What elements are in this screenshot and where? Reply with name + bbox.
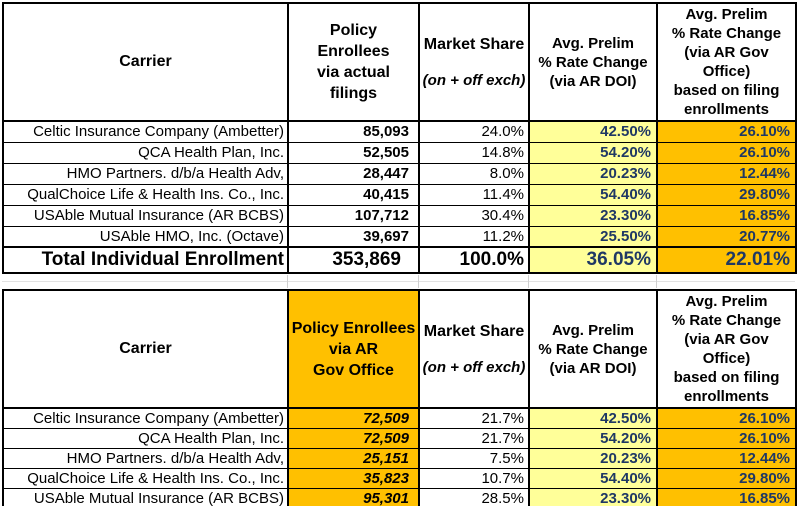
doi-rate-cell: 20.23% [528,162,658,185]
enrollees-cell: 35,823 [287,468,420,489]
carrier-name-cell: USAble HMO, Inc. (Octave) [2,225,289,248]
carrier-name-cell: HMO Partners. d/b/a Health Adv, [2,162,289,185]
total-share-cell: 100.0% [418,246,530,274]
total-gov-rate-cell: 22.01% [656,246,797,274]
carrier-name-cell: USAble Mutual Insurance (AR BCBS) [2,488,289,506]
market-share-cell: 14.8% [418,141,530,164]
market-share-subnote: (on + off exch) [422,71,526,89]
table-row: HMO Partners. d/b/a Health Adv, 25,151 7.5… [2,448,797,469]
carrier-table-gov-office: Carrier Policy Enrollees via AR Gov Offi… [2,289,797,506]
carrier-name-cell: QCA Health Plan, Inc. [2,428,289,449]
table-row: QCA Health Plan, Inc. 52,505 14.8% 54.20% 26… [2,141,797,164]
header-policy-enrollees: Policy Enrollees via AR Gov Office [287,289,420,409]
header-rate-change-gov-office: Avg. Prelim % Rate Change (via AR Gov Of… [656,289,797,409]
market-share-cell: 30.4% [418,204,530,227]
market-share-cell: 8.0% [418,162,530,185]
gov-rate-cell: 26.10% [656,120,797,143]
gov-rate-cell: 26.10% [656,407,797,429]
gov-rate-cell: 12.44% [656,162,797,185]
table-body: Celtic Insurance Company (Ambetter) 72,50… [2,407,797,506]
market-share-cell: 21.7% [418,428,530,449]
carrier-name-cell: QualChoice Life & Health Ins. Co., Inc. [2,183,289,206]
table-row: QCA Health Plan, Inc. 72,509 21.7% 54.20% 26… [2,428,797,449]
table-header-row: Carrier Policy Enrollees via actual fili… [2,2,797,122]
gov-rate-cell: 12.44% [656,448,797,469]
carrier-name-cell: HMO Partners. d/b/a Health Adv, [2,448,289,469]
enrollees-cell: 39,697 [287,225,420,248]
doi-rate-cell: 23.30% [528,204,658,227]
total-doi-rate-cell: 36.05% [528,246,658,274]
market-share-subnote: (on + off exch) [422,358,526,376]
carrier-name-cell: USAble Mutual Insurance (AR BCBS) [2,204,289,227]
header-policy-enrollees: Policy Enrollees via actual filings [287,2,420,122]
market-share-cell: 10.7% [418,468,530,489]
doi-rate-cell: 20.23% [528,448,658,469]
doi-rate-cell: 42.50% [528,120,658,143]
total-enrollees-cell: 353,869 [287,246,420,274]
header-rate-change-doi: Avg. Prelim % Rate Change (via AR DOI) [528,289,658,409]
doi-rate-cell: 54.20% [528,428,658,449]
market-share-cell: 7.5% [418,448,530,469]
doi-rate-cell: 54.20% [528,141,658,164]
header-market-share: Market Share (on + off exch) [418,289,530,409]
gridline [528,275,529,288]
gridline [656,275,657,288]
gov-rate-cell: 29.80% [656,183,797,206]
market-share-cell: 11.4% [418,183,530,206]
total-row: Total Individual Enrollment 353,869 100.… [2,246,797,274]
enrollees-cell: 107,712 [287,204,420,227]
doi-rate-cell: 25.50% [528,225,658,248]
enrollees-cell: 28,447 [287,162,420,185]
table-body: Celtic Insurance Company (Ambetter) 85,09… [2,120,797,248]
carrier-name-cell: QCA Health Plan, Inc. [2,141,289,164]
enrollees-cell: 85,093 [287,120,420,143]
market-share-label: Market Share [423,35,525,53]
header-rate-change-doi: Avg. Prelim % Rate Change (via AR DOI) [528,2,658,122]
gov-rate-cell: 16.85% [656,204,797,227]
table-header-row: Carrier Policy Enrollees via AR Gov Offi… [2,289,797,409]
carrier-table-actual-filings: Carrier Policy Enrollees via actual fili… [2,2,797,274]
market-share-cell: 28.5% [418,488,530,506]
header-market-share: Market Share (on + off exch) [418,2,530,122]
enrollees-cell: 25,151 [287,448,420,469]
gov-rate-cell: 26.10% [656,428,797,449]
gridline [287,275,288,288]
gov-rate-cell: 20.77% [656,225,797,248]
gov-rate-cell: 29.80% [656,468,797,489]
table-row: USAble HMO, Inc. (Octave) 39,697 11.2% 25.5… [2,225,797,248]
gridline [2,281,795,282]
enrollees-cell: 72,509 [287,428,420,449]
header-carrier: Carrier [2,289,289,409]
market-share-cell: 21.7% [418,407,530,429]
header-carrier: Carrier [2,2,289,122]
market-share-cell: 11.2% [418,225,530,248]
enrollees-cell: 52,505 [287,141,420,164]
table-row: USAble Mutual Insurance (AR BCBS) 95,301 2… [2,488,797,506]
table-row: Celtic Insurance Company (Ambetter) 85,09… [2,120,797,143]
table-row: Celtic Insurance Company (Ambetter) 72,50… [2,407,797,429]
total-label: Total Individual Enrollment [2,246,289,274]
doi-rate-cell: 54.40% [528,468,658,489]
enrollees-cell: 40,415 [287,183,420,206]
enrollees-cell: 95,301 [287,488,420,506]
gov-rate-cell: 16.85% [656,488,797,506]
table-row: QualChoice Life & Health Ins. Co., Inc. 3… [2,468,797,489]
table-row: USAble Mutual Insurance (AR BCBS) 107,712… [2,204,797,227]
market-share-label: Market Share [423,322,525,340]
market-share-cell: 24.0% [418,120,530,143]
sheet-gridline-gap [2,274,795,289]
enrollees-cell: 72,509 [287,407,420,429]
carrier-name-cell: Celtic Insurance Company (Ambetter) [2,407,289,429]
doi-rate-cell: 42.50% [528,407,658,429]
header-rate-change-gov-office: Avg. Prelim % Rate Change (via AR Gov Of… [656,2,797,122]
gridline [418,275,419,288]
doi-rate-cell: 23.30% [528,488,658,506]
table-row: HMO Partners. d/b/a Health Adv, 28,447 8.0… [2,162,797,185]
carrier-name-cell: QualChoice Life & Health Ins. Co., Inc. [2,468,289,489]
gov-rate-cell: 26.10% [656,141,797,164]
table-row: QualChoice Life & Health Ins. Co., Inc. 4… [2,183,797,206]
doi-rate-cell: 54.40% [528,183,658,206]
carrier-name-cell: Celtic Insurance Company (Ambetter) [2,120,289,143]
